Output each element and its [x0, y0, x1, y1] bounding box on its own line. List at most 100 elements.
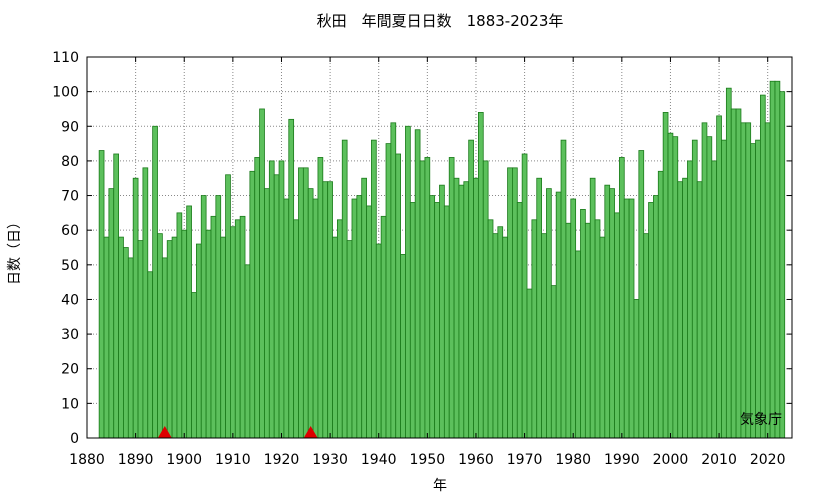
x-axis-ticks: 1880 1890 1900 1910 1920 1930 1940 1950 1960 1970… — [69, 57, 786, 468]
x-tick-label: 2020 — [750, 452, 786, 468]
y-tick-label: 100 — [52, 85, 79, 101]
bar — [769, 80, 776, 439]
bar — [604, 184, 611, 439]
y-tick-label: 0 — [70, 431, 79, 447]
bar — [239, 215, 246, 439]
x-tick-label: 1950 — [410, 452, 446, 468]
bar — [677, 181, 684, 439]
bar — [516, 202, 523, 439]
bar — [648, 202, 654, 439]
bar — [672, 136, 679, 439]
x-tick-label: 1880 — [69, 452, 105, 468]
bar — [497, 226, 504, 439]
bar — [195, 243, 202, 439]
bar — [278, 160, 285, 439]
marker-triangle — [303, 426, 318, 438]
bar — [609, 188, 615, 439]
bar — [594, 219, 601, 439]
bar — [123, 247, 129, 439]
bar — [618, 157, 625, 439]
bar — [560, 139, 567, 439]
x-tick-label: 1920 — [264, 452, 300, 468]
bar — [643, 233, 649, 439]
x-tick-label: 1940 — [361, 452, 397, 468]
bar — [113, 153, 120, 439]
bar — [589, 177, 596, 439]
bar — [521, 153, 528, 439]
bar — [682, 177, 688, 439]
bar — [234, 219, 241, 439]
bar — [395, 153, 402, 439]
bar — [137, 240, 144, 439]
bar — [332, 236, 338, 439]
bar — [108, 188, 115, 439]
y-tick-label: 20 — [61, 362, 79, 378]
plot-frame — [86, 56, 793, 439]
bar — [356, 195, 363, 439]
bar — [487, 219, 494, 439]
bar — [322, 181, 329, 439]
bar — [614, 212, 620, 439]
bar — [161, 257, 168, 439]
bar — [283, 198, 290, 439]
bar — [448, 157, 455, 439]
x-tick-label: 2000 — [653, 452, 689, 468]
bar — [230, 226, 236, 439]
bar — [492, 233, 499, 439]
bar — [293, 219, 299, 439]
bar — [371, 139, 377, 439]
bar — [375, 243, 382, 439]
bar — [507, 167, 513, 439]
bar — [142, 167, 149, 439]
x-tick-label: 1960 — [458, 452, 494, 468]
bar — [307, 188, 314, 439]
bar — [482, 160, 489, 439]
bar — [414, 129, 421, 439]
bar — [580, 208, 586, 439]
x-tick-label: 1910 — [215, 452, 251, 468]
bar — [759, 94, 766, 439]
bar — [740, 122, 747, 439]
bar — [477, 112, 484, 439]
bar — [351, 198, 358, 439]
bar — [536, 177, 543, 439]
bar — [443, 205, 450, 439]
x-axis-label: 年 — [433, 478, 447, 494]
bar — [526, 288, 533, 439]
bar — [103, 236, 110, 439]
bar — [730, 108, 737, 439]
bar — [550, 285, 557, 439]
bar — [779, 91, 786, 439]
bar — [181, 229, 188, 439]
bar — [298, 167, 304, 439]
bar — [434, 202, 440, 439]
source-label: 気象庁 — [740, 412, 782, 428]
bar — [220, 236, 226, 439]
bar — [667, 132, 674, 439]
bar — [288, 118, 295, 439]
bar — [555, 191, 562, 439]
bar — [458, 184, 465, 439]
bar — [385, 143, 392, 439]
bar — [662, 112, 669, 439]
bar — [405, 125, 411, 439]
y-tick-label: 60 — [61, 223, 79, 239]
bar — [653, 195, 659, 439]
bar — [268, 160, 275, 439]
bar — [725, 87, 732, 439]
x-tick-label: 1990 — [604, 452, 640, 468]
y-axis-ticks: 0 10 20 30 40 50 60 70 80 90 100 110 — [52, 50, 792, 447]
bar — [166, 240, 173, 439]
bar — [317, 157, 324, 439]
bar — [186, 205, 192, 439]
bar — [176, 212, 183, 439]
y-axis-label: 日数（日） — [7, 215, 23, 285]
bar — [225, 174, 231, 439]
x-tick-label: 2010 — [701, 452, 737, 468]
bar — [147, 271, 154, 439]
bar — [157, 233, 163, 439]
bar — [205, 229, 212, 439]
bar — [599, 236, 606, 439]
bar — [366, 205, 372, 439]
